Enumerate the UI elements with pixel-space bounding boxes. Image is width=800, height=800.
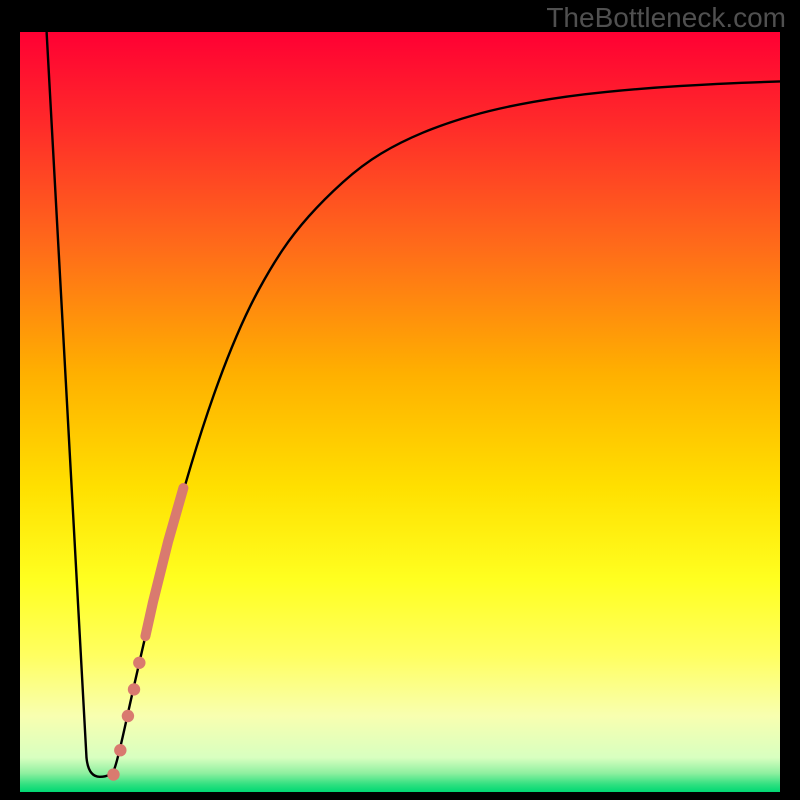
chart-svg [20, 32, 780, 792]
marker-dot [114, 744, 126, 756]
marker-dot [122, 710, 134, 722]
chart-frame [20, 32, 780, 792]
watermark-text: TheBottleneck.com [546, 2, 786, 34]
gradient-background [20, 32, 780, 792]
marker-dot [128, 683, 140, 695]
marker-dot [133, 657, 145, 669]
plot-area [20, 32, 780, 792]
marker-dot [107, 768, 119, 780]
